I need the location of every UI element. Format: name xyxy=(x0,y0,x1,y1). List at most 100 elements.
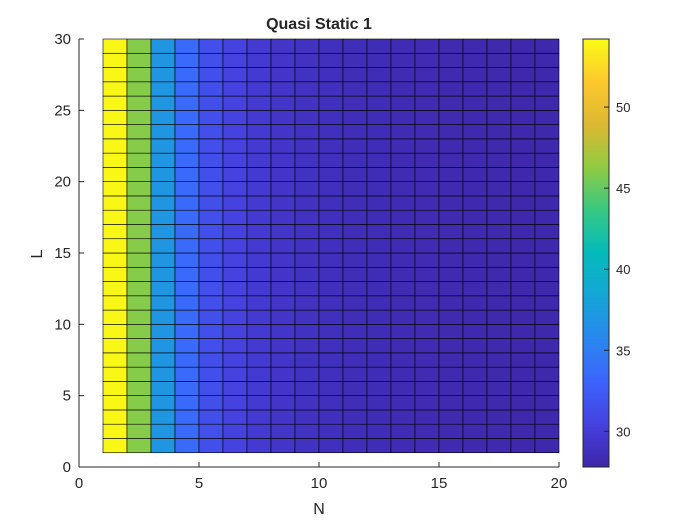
heatmap-cell xyxy=(510,352,536,368)
heatmap-cell xyxy=(198,152,224,168)
heatmap-cell xyxy=(126,95,152,111)
heatmap-cell xyxy=(534,38,560,54)
heatmap-cell xyxy=(102,124,128,140)
heatmap-cell xyxy=(126,295,152,311)
y-tick-label: 15 xyxy=(54,245,71,262)
heatmap-cell xyxy=(102,81,128,97)
heatmap-cell xyxy=(486,67,512,83)
heatmap-cell xyxy=(198,195,224,211)
heatmap-cell xyxy=(294,67,320,83)
heatmap-cell xyxy=(270,81,296,97)
heatmap-cell xyxy=(510,181,536,197)
heatmap-cell xyxy=(390,38,416,54)
heatmap-cell xyxy=(342,295,368,311)
heatmap-cell xyxy=(246,366,272,382)
heatmap-cell xyxy=(414,324,440,339)
heatmap-cell xyxy=(534,95,560,111)
heatmap-cell xyxy=(126,324,152,339)
heatmap-cell xyxy=(390,81,416,97)
heatmap-cell xyxy=(126,409,152,425)
heatmap-cell xyxy=(366,138,392,154)
heatmap-cell xyxy=(510,81,536,97)
heatmap-cell xyxy=(102,281,128,297)
heatmap-cell xyxy=(366,167,392,182)
heatmap-cell xyxy=(342,52,368,68)
heatmap-cell xyxy=(318,38,344,54)
heatmap-cell xyxy=(438,395,464,411)
heatmap-cell xyxy=(150,423,176,439)
heatmap-cell xyxy=(390,181,416,197)
heatmap-cell xyxy=(150,152,176,168)
heatmap-cell xyxy=(510,167,536,182)
heatmap-cell xyxy=(486,38,512,54)
y-tick-label: 20 xyxy=(54,174,71,191)
heatmap-cell xyxy=(318,181,344,197)
heatmap-cell xyxy=(294,152,320,168)
heatmap-cell xyxy=(462,409,488,425)
heatmap-cell xyxy=(510,38,536,54)
heatmap-cell xyxy=(414,181,440,197)
heatmap-cell xyxy=(462,138,488,154)
heatmap-cell xyxy=(366,295,392,311)
colorbar-tick-label: 40 xyxy=(616,262,630,277)
heatmap-cell xyxy=(126,38,152,54)
heatmap-cell xyxy=(270,366,296,382)
heatmap-cell xyxy=(342,124,368,140)
heatmap-cell xyxy=(270,324,296,339)
heatmap-cell xyxy=(126,381,152,396)
heatmap-cell xyxy=(462,366,488,382)
heatmap-cell xyxy=(222,395,248,411)
heatmap-cell xyxy=(222,266,248,282)
heatmap-cell xyxy=(438,95,464,111)
heatmap-cell xyxy=(222,352,248,368)
heatmap-cell xyxy=(174,209,200,225)
heatmap-cell xyxy=(126,266,152,282)
heatmap-cell xyxy=(486,366,512,382)
heatmap-cell xyxy=(294,324,320,339)
heatmap-cell xyxy=(390,110,416,125)
heatmap-cell xyxy=(414,195,440,211)
heatmap-cell xyxy=(462,238,488,254)
heatmap-cell xyxy=(318,124,344,140)
heatmap-cell xyxy=(318,352,344,368)
heatmap-cell xyxy=(342,238,368,254)
heatmap-cell xyxy=(294,209,320,225)
heatmap-cell xyxy=(438,167,464,182)
heatmap-cell xyxy=(150,366,176,382)
heatmap-cell xyxy=(366,95,392,111)
heatmap-cell xyxy=(390,52,416,68)
heatmap-cell xyxy=(318,381,344,396)
heatmap-cell xyxy=(390,324,416,339)
heatmap-cell xyxy=(318,309,344,325)
heatmap-cell xyxy=(462,295,488,311)
heatmap-cell xyxy=(222,295,248,311)
heatmap-cell xyxy=(246,381,272,396)
heatmap-cell xyxy=(414,295,440,311)
heatmap-cell xyxy=(510,195,536,211)
heatmap-cell xyxy=(390,67,416,83)
heatmap-cell xyxy=(294,181,320,197)
heatmap-cell xyxy=(438,409,464,425)
heatmap-cell xyxy=(150,138,176,154)
heatmap-cell xyxy=(486,266,512,282)
heatmap-cell xyxy=(342,81,368,97)
heatmap-cell xyxy=(174,181,200,197)
heatmap-cell xyxy=(462,81,488,97)
colorbar-tick-label: 35 xyxy=(616,343,630,358)
heatmap-cell xyxy=(438,438,464,454)
heatmap-cell xyxy=(126,138,152,154)
heatmap-cell xyxy=(150,381,176,396)
heatmap-cell xyxy=(510,224,536,240)
heatmap-cell xyxy=(150,110,176,125)
heatmap-cell xyxy=(198,81,224,97)
heatmap-cell xyxy=(462,423,488,439)
heatmap-cell xyxy=(366,252,392,268)
heatmap-cell xyxy=(438,309,464,325)
heatmap-cell xyxy=(534,423,560,439)
heatmap-cell xyxy=(342,366,368,382)
heatmap-cell xyxy=(294,110,320,125)
heatmap-cell xyxy=(342,195,368,211)
heatmap-cell xyxy=(438,81,464,97)
heatmap-cell xyxy=(246,38,272,54)
heatmap-cell xyxy=(174,138,200,154)
